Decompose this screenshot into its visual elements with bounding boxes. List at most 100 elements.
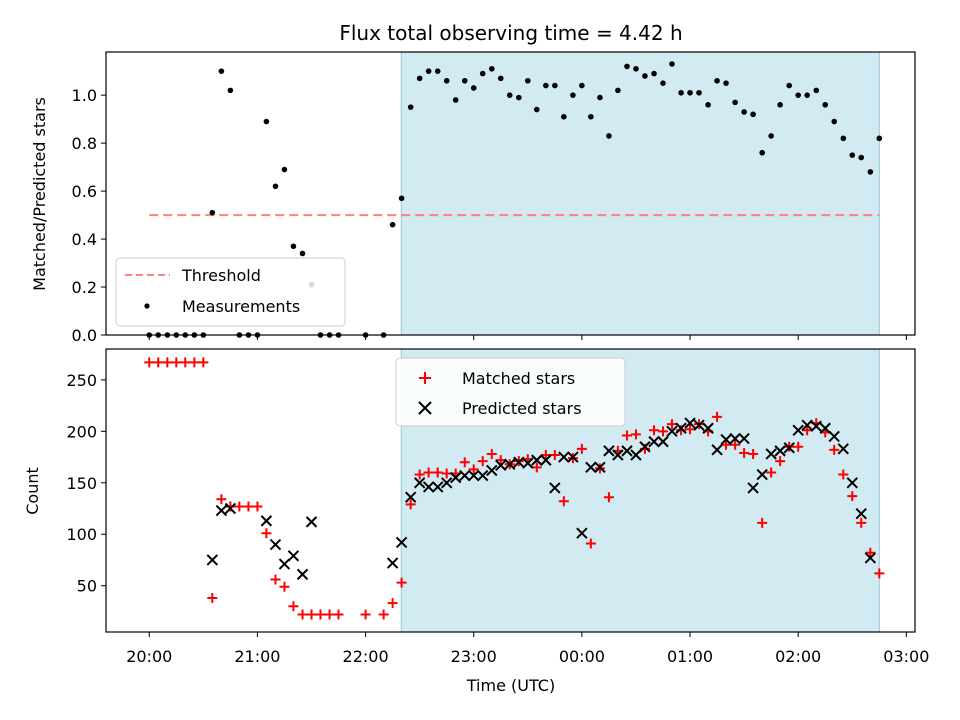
matched-star-point: [495, 455, 506, 466]
matched-star-point: [712, 411, 723, 422]
matched-star-point: [666, 419, 677, 430]
predicted-star-point: [305, 516, 318, 528]
x-tick-label: 23:00: [451, 647, 497, 666]
shaded-interval: [400, 51, 880, 336]
y-tick-label: 1.0: [72, 86, 97, 105]
x-tick-label: 01:00: [667, 647, 713, 666]
y-tick-label: 0.8: [72, 134, 97, 153]
predicted-star-point: [585, 461, 597, 474]
bottom-panel: 50 100 150 200 250 20:00 21:00 22:00 23:00 00:00…: [23, 349, 929, 695]
measurement-point: [723, 80, 729, 86]
bottom-axes-frame: [105, 348, 916, 633]
matched-star-point: [775, 456, 786, 467]
y-tick-label: 200: [66, 422, 97, 441]
predicted-star-point: [522, 457, 534, 469]
predicted-star-point: [603, 445, 615, 457]
predicted-star-point: [639, 441, 651, 453]
measurement-point: [768, 133, 774, 139]
predicted-star-point: [864, 552, 877, 564]
matched-star-point: [486, 448, 497, 459]
measurement-point: [804, 92, 810, 98]
matched-star-point: [198, 357, 209, 368]
predicted-star-point: [846, 477, 858, 489]
predicted-star-point: [486, 464, 498, 477]
top-measurement-points: [146, 61, 883, 338]
matched-star-point: [432, 467, 443, 478]
predicted-star-point: [855, 507, 867, 520]
predicted-star-point: [684, 417, 696, 429]
matched-star-point: [874, 568, 885, 579]
matched-star-point: [216, 494, 227, 505]
y-tick-label: 0.6: [72, 182, 97, 201]
matched-star-point: [189, 357, 200, 368]
measurement-point: [651, 70, 657, 77]
predicted-star-point: [774, 445, 786, 457]
matched-star-point: [649, 425, 660, 436]
matched-star-point: [261, 528, 272, 539]
matched-star-point: [657, 426, 668, 437]
bottom-legend: Matched stars Predicted stars: [395, 357, 626, 427]
predicted-star-point: [837, 443, 850, 455]
measurement-point: [633, 65, 639, 72]
predicted-star-point: [819, 422, 831, 434]
matched-star-point: [288, 601, 299, 612]
bottom-matched-points: [144, 357, 885, 620]
matched-star-point: [685, 424, 696, 435]
y-tick-label: 100: [66, 525, 97, 544]
predicted-star-point: [612, 449, 624, 461]
top-y-ticks: 0.0 0.2 0.4 0.6 0.8 1.0: [72, 86, 106, 345]
matched-star-point: [757, 517, 768, 528]
matched-star-point: [847, 491, 858, 502]
predicted-star-point: [440, 477, 453, 489]
measurement-point: [687, 89, 693, 96]
bottom-x-ticks: 20:00 21:00 22:00 23:00 00:00 01:00 02:00 03:00: [126, 632, 929, 666]
chart-title: Flux total observing time = 4.42 h: [339, 21, 682, 45]
matched-star-point: [459, 457, 470, 468]
matched-star-point: [603, 492, 614, 503]
predicted-star-point: [675, 422, 687, 434]
top-axes-frame: [105, 51, 916, 336]
measurement-point: [750, 111, 756, 118]
measurement-point: [561, 113, 567, 120]
matched-star-point: [279, 581, 290, 592]
measurement-point: [876, 135, 883, 142]
matched-star-point: [144, 357, 155, 368]
measurement-point: [552, 82, 558, 89]
legend-predicted-swatch: [418, 401, 432, 415]
matched-star-point: [739, 447, 750, 458]
predicted-star-point: [432, 481, 444, 493]
measurement-point: [470, 85, 477, 91]
measurement-point: [506, 92, 513, 98]
predicted-star-point: [657, 435, 669, 448]
bottom-predicted-points: [207, 417, 877, 581]
matched-star-point: [234, 501, 245, 512]
predicted-star-point: [648, 435, 660, 448]
matched-star-point: [315, 609, 326, 620]
predicted-star-point: [738, 432, 750, 445]
measurement-point: [795, 92, 801, 98]
measurement-point: [849, 152, 856, 158]
legend-predicted-label: Predicted stars: [462, 399, 582, 418]
predicted-star-point: [801, 419, 813, 431]
legend-threshold-label: Threshold: [181, 266, 261, 285]
predicted-star-point: [476, 469, 489, 482]
measurement-point: [218, 68, 225, 74]
predicted-star-point: [413, 477, 426, 489]
y-tick-label: 0.0: [72, 326, 97, 345]
x-tick-label: 02:00: [775, 647, 821, 666]
matched-star-point: [441, 468, 452, 479]
measurement-point: [579, 82, 585, 89]
predicted-star-point: [386, 557, 399, 569]
predicted-star-point: [783, 442, 795, 454]
predicted-star-point: [747, 482, 759, 494]
matched-star-point: [802, 425, 813, 436]
measurement-point: [543, 82, 549, 89]
y-tick-label: 50: [77, 577, 97, 596]
measurement-point: [416, 75, 423, 82]
bottom-legend-box: [395, 357, 626, 427]
measurement-point: [696, 89, 702, 96]
matched-star-point: [730, 439, 741, 450]
matched-star-point: [621, 430, 632, 441]
y-tick-label: 250: [66, 371, 97, 390]
